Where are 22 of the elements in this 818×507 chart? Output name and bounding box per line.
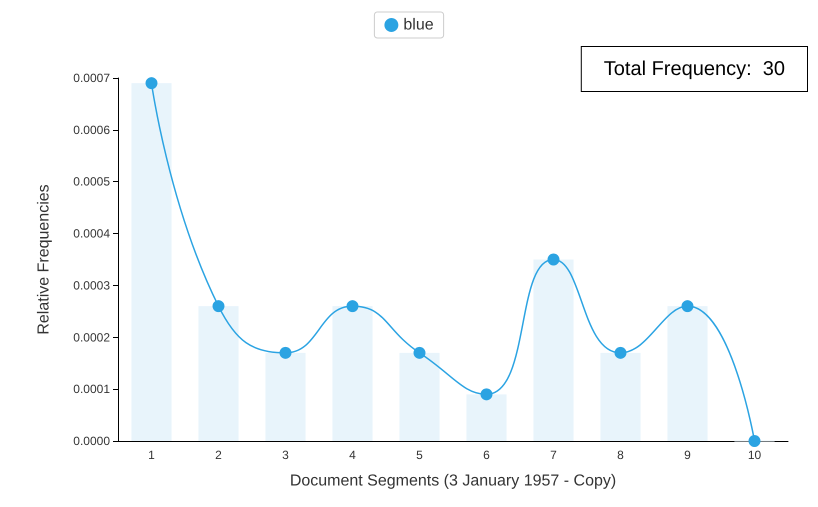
- x-tick-label: 6: [483, 448, 490, 462]
- y-tick-label: 0.0003: [73, 278, 110, 292]
- annotation: Total Frequency: 30: [604, 58, 786, 80]
- x-tick-label: 3: [282, 448, 290, 462]
- y-tick-label: 0.0004: [73, 226, 110, 241]
- x-tick-label: 9: [684, 448, 692, 462]
- legend-label: blue: [403, 16, 434, 34]
- x-tick-label: 7: [550, 448, 558, 462]
- x-axis-title: Document Segments (3 January 1957 - Copy): [290, 472, 616, 490]
- x-tick-label: 5: [416, 448, 424, 462]
- y-tick-label: 0.0007: [73, 71, 110, 85]
- y-tick-label: 0.0005: [73, 174, 110, 189]
- x-tick-label: 2: [215, 448, 222, 462]
- y-tick-label: 0.0002: [73, 330, 110, 344]
- x-tick-label: 1: [148, 448, 156, 462]
- y-tick-label: 0.0001: [73, 382, 110, 396]
- x-tick-label: 4: [349, 448, 356, 462]
- y-tick-label: 0.0000: [73, 434, 110, 448]
- x-tick-label: 10: [748, 448, 762, 462]
- x-tick-label: 8: [617, 448, 624, 462]
- y-axis-title: Relative Frequencies: [36, 184, 52, 335]
- y-tick-label: 0.0006: [73, 122, 110, 137]
